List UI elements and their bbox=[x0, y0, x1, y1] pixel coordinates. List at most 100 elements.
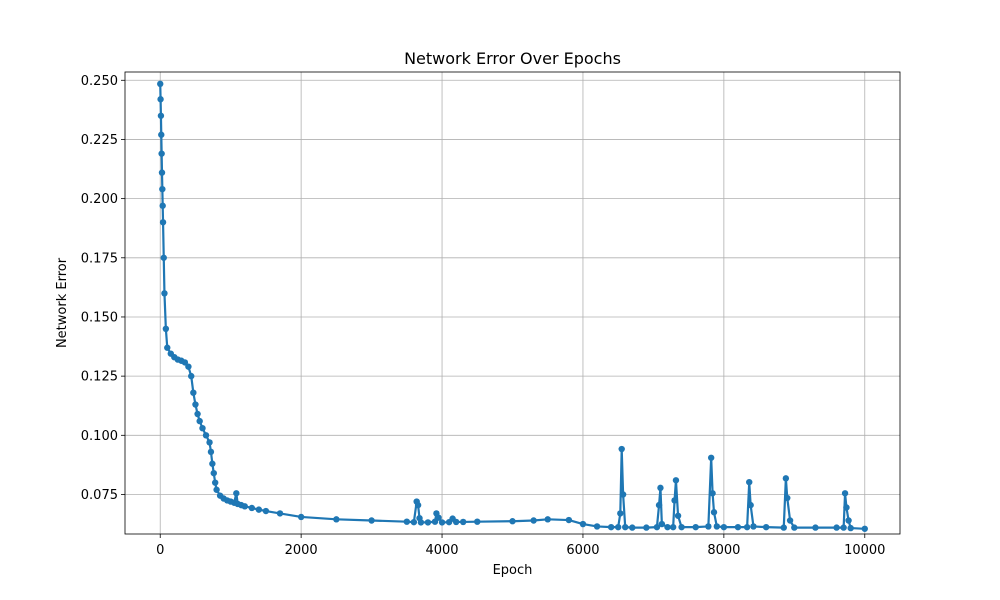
data-point bbox=[418, 519, 424, 525]
y-axis-label: Network Error bbox=[55, 257, 70, 348]
data-point bbox=[643, 524, 649, 530]
data-point bbox=[781, 524, 787, 530]
data-point bbox=[708, 455, 714, 461]
data-point bbox=[208, 449, 214, 455]
data-point bbox=[188, 373, 194, 379]
data-point bbox=[212, 479, 218, 485]
data-point bbox=[608, 524, 614, 530]
data-point bbox=[159, 169, 165, 175]
data-point bbox=[566, 517, 572, 523]
data-point bbox=[617, 510, 623, 516]
data-point bbox=[843, 504, 849, 510]
data-point bbox=[657, 485, 663, 491]
data-point bbox=[747, 502, 753, 508]
data-point bbox=[158, 132, 164, 138]
data-point bbox=[158, 113, 164, 119]
data-point bbox=[333, 516, 339, 522]
data-point bbox=[656, 502, 662, 508]
data-point bbox=[629, 524, 635, 530]
data-point bbox=[233, 490, 239, 496]
x-tick-label: 10000 bbox=[844, 543, 885, 558]
data-point bbox=[705, 523, 711, 529]
x-tick-label: 8000 bbox=[707, 543, 740, 558]
data-point bbox=[721, 524, 727, 530]
data-point bbox=[209, 461, 215, 467]
data-point bbox=[833, 524, 839, 530]
data-point bbox=[206, 439, 212, 445]
y-tick-label: 0.150 bbox=[81, 310, 118, 325]
x-tick-label: 4000 bbox=[425, 543, 458, 558]
data-point bbox=[594, 523, 600, 529]
data-point bbox=[673, 477, 679, 483]
y-tick-label: 0.125 bbox=[81, 370, 118, 385]
data-point bbox=[842, 490, 848, 496]
data-point bbox=[845, 517, 851, 523]
y-tick-label: 0.200 bbox=[81, 192, 118, 207]
data-point bbox=[763, 524, 769, 530]
y-tick-label: 0.225 bbox=[81, 133, 118, 148]
data-point bbox=[161, 255, 167, 261]
data-point bbox=[678, 524, 684, 530]
data-point bbox=[157, 96, 163, 102]
data-point bbox=[580, 521, 586, 527]
y-tick-label: 0.075 bbox=[81, 488, 118, 503]
data-point bbox=[242, 503, 248, 509]
data-point bbox=[620, 491, 626, 497]
data-point bbox=[847, 525, 853, 531]
data-point bbox=[746, 479, 752, 485]
data-point bbox=[194, 411, 200, 417]
data-point bbox=[670, 524, 676, 530]
data-point bbox=[211, 470, 217, 476]
data-point bbox=[784, 495, 790, 501]
x-tick-label: 0 bbox=[156, 543, 164, 558]
data-point bbox=[411, 519, 417, 525]
data-point bbox=[298, 514, 304, 520]
plot-frame bbox=[125, 72, 900, 534]
data-point bbox=[675, 513, 681, 519]
data-point bbox=[622, 524, 628, 530]
x-tick-label: 6000 bbox=[566, 543, 599, 558]
data-point bbox=[787, 517, 793, 523]
series-layer bbox=[157, 81, 868, 532]
data-point bbox=[159, 186, 165, 192]
data-point bbox=[203, 432, 209, 438]
data-point bbox=[812, 524, 818, 530]
data-point bbox=[199, 425, 205, 431]
data-point bbox=[664, 524, 670, 530]
data-point bbox=[185, 363, 191, 369]
y-tick-label: 0.175 bbox=[81, 251, 118, 266]
data-point bbox=[256, 506, 262, 512]
data-point bbox=[160, 219, 166, 225]
data-point bbox=[453, 519, 459, 525]
y-tick-label: 0.250 bbox=[81, 74, 118, 89]
data-point bbox=[460, 519, 466, 525]
data-point bbox=[735, 524, 741, 530]
chart-title: Network Error Over Epochs bbox=[404, 49, 621, 68]
data-point bbox=[404, 518, 410, 524]
data-point bbox=[425, 519, 431, 525]
data-point bbox=[190, 390, 196, 396]
data-point bbox=[783, 475, 789, 481]
data-point bbox=[545, 516, 551, 522]
data-point bbox=[711, 509, 717, 515]
axis-ticks: 0 2000 4000 6000 8000 10000 0.075 0.100 0.125 0.1… bbox=[81, 74, 886, 558]
data-point bbox=[249, 505, 255, 511]
data-point bbox=[744, 524, 750, 530]
x-axis-label: Epoch bbox=[493, 563, 533, 578]
data-point bbox=[671, 497, 677, 503]
y-tick-label: 0.100 bbox=[81, 429, 118, 444]
data-point bbox=[750, 523, 756, 529]
data-point bbox=[714, 523, 720, 529]
data-point bbox=[157, 81, 163, 87]
data-point bbox=[509, 518, 515, 524]
data-point bbox=[439, 519, 445, 525]
data-point bbox=[862, 526, 868, 532]
data-point bbox=[164, 345, 170, 351]
data-point bbox=[791, 524, 797, 530]
data-point bbox=[196, 418, 202, 424]
data-point bbox=[709, 490, 715, 496]
data-point bbox=[277, 510, 283, 516]
data-point bbox=[840, 524, 846, 530]
grid-lines bbox=[125, 72, 900, 534]
